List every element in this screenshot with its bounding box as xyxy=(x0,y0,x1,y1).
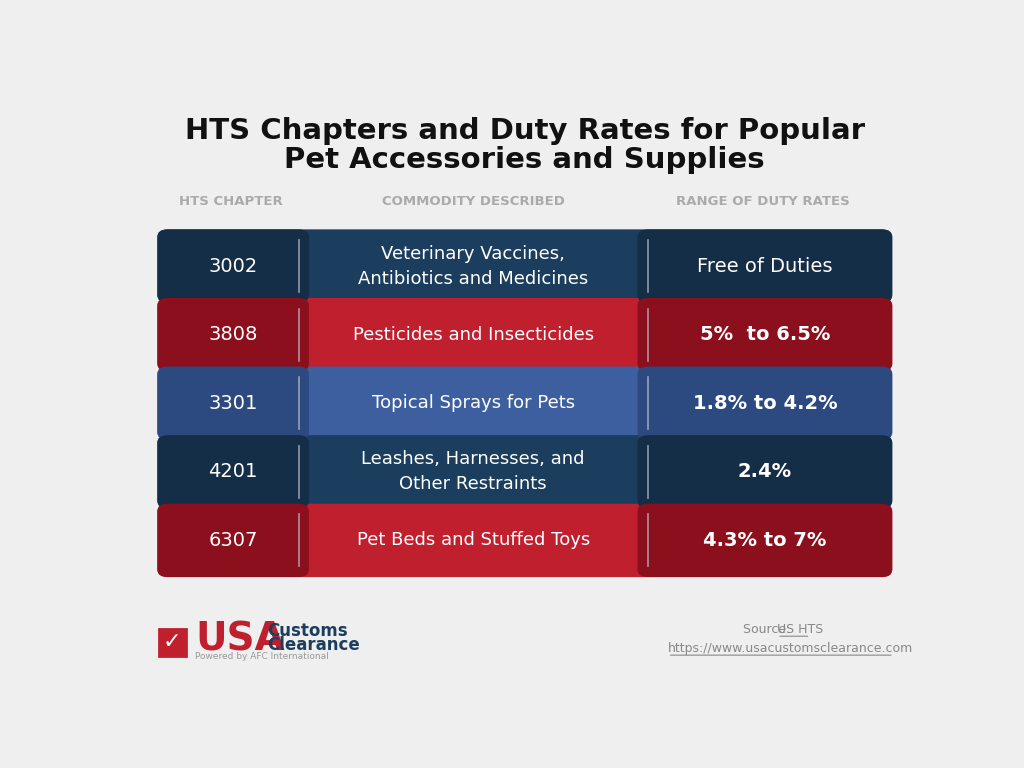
Text: Free of Duties: Free of Duties xyxy=(697,257,833,276)
FancyBboxPatch shape xyxy=(283,443,299,501)
Text: 2.4%: 2.4% xyxy=(738,462,792,482)
Text: HTS CHAPTER: HTS CHAPTER xyxy=(179,195,283,208)
Text: USA: USA xyxy=(196,621,286,658)
Text: Pet Beds and Stuffed Toys: Pet Beds and Stuffed Toys xyxy=(356,531,590,549)
FancyBboxPatch shape xyxy=(638,435,892,508)
FancyBboxPatch shape xyxy=(648,237,664,295)
FancyBboxPatch shape xyxy=(158,230,309,303)
Text: 6307: 6307 xyxy=(209,531,258,550)
FancyBboxPatch shape xyxy=(158,366,309,440)
Text: COMMODITY DESCRIBED: COMMODITY DESCRIBED xyxy=(382,195,564,208)
Text: Pet Accessories and Supplies: Pet Accessories and Supplies xyxy=(285,146,765,174)
Text: Clearance: Clearance xyxy=(267,636,359,654)
Text: Topical Sprays for Pets: Topical Sprays for Pets xyxy=(372,394,574,412)
FancyBboxPatch shape xyxy=(648,374,664,432)
Text: 3002: 3002 xyxy=(209,257,258,276)
FancyBboxPatch shape xyxy=(638,366,892,440)
Text: 4.3% to 7%: 4.3% to 7% xyxy=(703,531,826,550)
FancyBboxPatch shape xyxy=(158,435,892,508)
FancyBboxPatch shape xyxy=(158,366,892,440)
Text: HTS Chapters and Duty Rates for Popular: HTS Chapters and Duty Rates for Popular xyxy=(184,117,865,144)
FancyBboxPatch shape xyxy=(158,504,892,577)
FancyBboxPatch shape xyxy=(638,504,892,577)
Text: 5%  to 6.5%: 5% to 6.5% xyxy=(699,325,830,344)
Text: Veterinary Vaccines,
Antibiotics and Medicines: Veterinary Vaccines, Antibiotics and Med… xyxy=(358,244,589,287)
FancyBboxPatch shape xyxy=(283,511,299,569)
Text: ✓: ✓ xyxy=(163,632,181,652)
Text: 1.8% to 4.2%: 1.8% to 4.2% xyxy=(692,394,838,412)
FancyBboxPatch shape xyxy=(283,306,299,363)
FancyBboxPatch shape xyxy=(648,511,664,569)
Text: RANGE OF DUTY RATES: RANGE OF DUTY RATES xyxy=(676,195,850,208)
Text: US HTS: US HTS xyxy=(777,623,823,636)
FancyBboxPatch shape xyxy=(283,237,299,295)
FancyBboxPatch shape xyxy=(648,443,664,501)
FancyBboxPatch shape xyxy=(638,298,892,371)
FancyBboxPatch shape xyxy=(638,230,892,303)
Text: 3808: 3808 xyxy=(209,325,258,344)
FancyBboxPatch shape xyxy=(648,306,664,363)
Text: Source:: Source: xyxy=(743,623,795,636)
FancyBboxPatch shape xyxy=(158,504,309,577)
FancyBboxPatch shape xyxy=(283,374,299,432)
Text: Powered by AFC International: Powered by AFC International xyxy=(196,652,329,661)
Text: https://www.usacustomsclearance.com: https://www.usacustomsclearance.com xyxy=(668,641,913,654)
FancyBboxPatch shape xyxy=(159,628,186,656)
FancyBboxPatch shape xyxy=(158,435,309,508)
FancyBboxPatch shape xyxy=(158,298,892,371)
Text: Pesticides and Insecticides: Pesticides and Insecticides xyxy=(352,326,594,343)
Text: Leashes, Harnesses, and
Other Restraints: Leashes, Harnesses, and Other Restraints xyxy=(361,450,585,493)
Text: Customs: Customs xyxy=(267,623,347,641)
FancyBboxPatch shape xyxy=(158,298,309,371)
Text: 3301: 3301 xyxy=(209,394,258,412)
Text: 4201: 4201 xyxy=(209,462,258,482)
FancyBboxPatch shape xyxy=(158,230,892,303)
